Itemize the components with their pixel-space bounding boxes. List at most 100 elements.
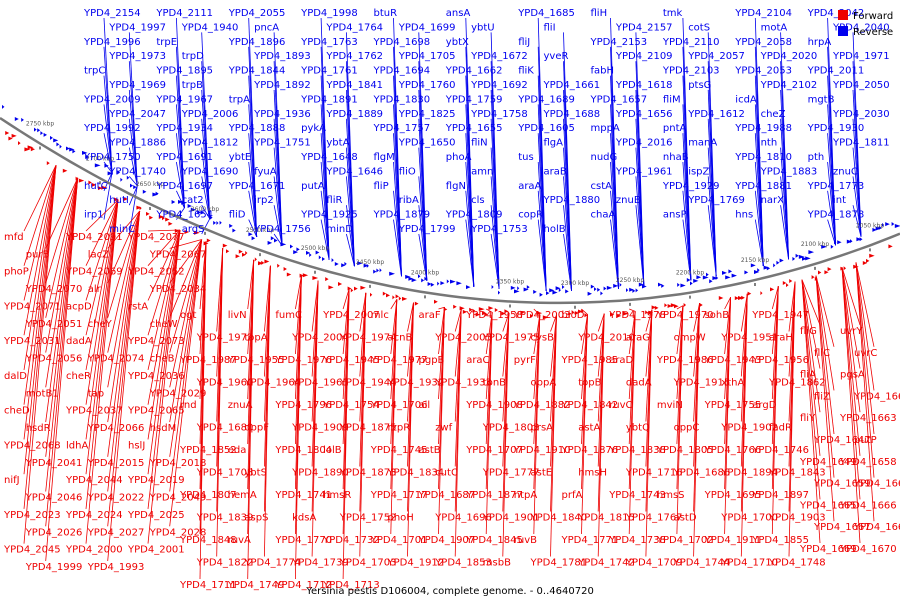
gene-label: YPD4_1740 <box>108 166 166 177</box>
gene-label: araH <box>769 333 793 344</box>
forward-gene-arrow <box>581 309 584 314</box>
feature-leader-line <box>107 210 141 284</box>
reverse-gene-arrow <box>373 269 377 274</box>
reverse-gene-arrow <box>766 266 771 271</box>
forward-gene-arrow <box>459 306 465 311</box>
gene-label: YPD4_1843 <box>768 468 826 479</box>
gene-label: YPD4_1977 <box>370 355 428 366</box>
gene-label: znuB <box>616 195 641 206</box>
gene-label: ansA <box>446 8 471 19</box>
reverse-gene-arrow <box>69 147 75 152</box>
reverse-gene-arrow <box>606 285 613 290</box>
kbp-tick-label: 2200 kbp <box>676 270 704 277</box>
gene-label: YPD4_1998 <box>300 8 358 19</box>
feature-leader-line <box>724 297 731 535</box>
reverse-gene-arrow <box>405 274 411 279</box>
feature-leader-line <box>418 205 428 281</box>
gene-label: trpC <box>84 66 105 77</box>
feature-leader-line <box>815 275 835 391</box>
forward-gene-arrow <box>568 311 572 316</box>
gene-label: YPD4_1911 <box>704 535 762 546</box>
gene-label: YPD4_2091 <box>65 232 123 243</box>
gene-label: YPD4_1845 <box>465 535 523 546</box>
feature-leader-line <box>85 199 119 509</box>
feature-leader-line <box>23 165 57 440</box>
gene-label: YPD4_2111 <box>155 8 213 19</box>
forward-gene-arrow <box>610 312 615 317</box>
gene-label: dadA <box>66 336 92 347</box>
feature-leader-line <box>841 267 861 456</box>
forward-gene-arrow <box>149 215 154 220</box>
reverse-gene-arrow <box>229 223 233 228</box>
reverse-gene-arrow <box>251 236 256 241</box>
reverse-gene-arrow <box>632 288 636 293</box>
reverse-gene-arrow <box>629 287 634 292</box>
reverse-gene-arrow <box>56 142 60 147</box>
reverse-gene-arrow <box>773 263 776 268</box>
reverse-gene-arrow <box>296 247 300 252</box>
forward-gene-arrow <box>18 141 21 146</box>
gene-label: cotS <box>688 22 710 33</box>
forward-gene-arrow <box>62 168 68 173</box>
reverse-gene-arrow <box>213 220 217 225</box>
gene-label: YPD4_1909 <box>291 423 349 434</box>
forward-gene-arrow <box>574 310 579 315</box>
gene-label: YPD4_1705 <box>398 51 456 62</box>
forward-gene-arrow <box>264 259 270 264</box>
gene-label: hmsR <box>323 490 351 501</box>
reverse-gene-arrow <box>661 283 665 288</box>
forward-gene-arrow <box>504 309 509 314</box>
forward-gene-arrow <box>136 205 142 210</box>
forward-gene-arrow <box>168 221 173 226</box>
gene-label: YPD4_1852 <box>179 445 237 456</box>
gene-label: msbB <box>483 558 511 569</box>
gene-label: ail <box>419 400 431 411</box>
gene-label: pgpB <box>419 355 445 366</box>
gene-label: YPD4_1830 <box>373 94 431 105</box>
feature-leader-line <box>465 190 475 287</box>
feature-leader-line <box>346 205 355 267</box>
reverse-gene-arrow <box>830 244 834 249</box>
kbp-tick-label: 2500 kbp <box>301 245 329 252</box>
gene-label: YPD4_2044 <box>65 475 123 486</box>
gene-label: fumC <box>275 310 302 321</box>
forward-gene-arrow <box>770 287 775 292</box>
gene-label: YPD4_1896 <box>228 37 286 48</box>
feature-leader-line <box>85 199 119 405</box>
gene-label: YPD4_1910 <box>513 445 571 456</box>
feature-leader-line <box>169 239 203 527</box>
gene-label: pykA <box>301 123 326 134</box>
gene-label: YPD4_1976 <box>274 355 332 366</box>
kbp-tick-label: 2250 kbp <box>616 277 644 284</box>
forward-gene-arrow <box>469 307 473 312</box>
reverse-gene-arrow <box>587 291 593 296</box>
feature-leader-line <box>801 279 821 413</box>
reverse-gene-arrow <box>309 253 312 258</box>
feature-leader-line <box>85 199 119 336</box>
gene-label: fliR <box>326 195 342 206</box>
gene-label: YPD4_1841 <box>325 80 383 91</box>
gene-label: pth <box>808 152 825 163</box>
feature-leader-line <box>815 275 835 478</box>
feature-leader-line <box>176 133 185 208</box>
gene-label: YPD4_2069 <box>65 267 123 278</box>
gene-label: motA <box>761 22 788 33</box>
feature-leader-line <box>852 147 862 237</box>
gene-label: trpB <box>182 80 203 91</box>
gene-label: YPD4_2037 <box>65 406 123 417</box>
reverse-gene-arrow <box>366 263 369 268</box>
feature-leader-line <box>393 219 402 277</box>
forward-gene-arrow <box>392 295 395 300</box>
reverse-gene-arrow <box>421 278 425 283</box>
forward-gene-arrow <box>238 249 243 254</box>
reverse-gene-arrow <box>882 222 885 227</box>
gene-label: YPD4_1970 <box>656 310 714 321</box>
reverse-gene-arrow <box>315 250 320 255</box>
reverse-gene-arrow <box>750 263 756 268</box>
gene-label: acnB <box>388 333 413 344</box>
gene-label: xthA <box>721 378 744 389</box>
gene-label: YPD4_1769 <box>687 195 745 206</box>
gene-label: YPD4_1897 <box>751 490 809 501</box>
forward-gene-arrow <box>494 307 498 312</box>
